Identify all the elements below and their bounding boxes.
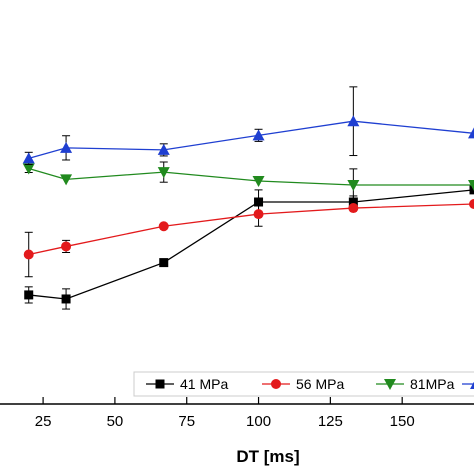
- data-point: [159, 258, 169, 268]
- data-point: [252, 129, 265, 141]
- data-point: [253, 209, 264, 220]
- x-tick-label: 125: [318, 413, 343, 430]
- data-point: [348, 203, 359, 214]
- legend-marker-0: [155, 379, 165, 389]
- series-layer: [22, 86, 474, 310]
- data-point: [157, 143, 170, 155]
- data-point: [469, 199, 474, 210]
- legend-label-0: 41 MPa: [180, 376, 228, 392]
- x-axis-title: DT [ms]: [236, 447, 299, 466]
- data-point: [23, 249, 34, 260]
- data-point: [469, 185, 474, 195]
- data-point: [61, 241, 72, 252]
- series-line-2: [28, 167, 474, 186]
- legend-marker-1: [271, 379, 281, 389]
- legend-label-2: 81MPa: [410, 376, 455, 392]
- series-2: [22, 161, 474, 202]
- data-point: [252, 175, 265, 187]
- series-line-1: [28, 203, 474, 256]
- x-ticks: 25 50 75 100 125 150: [35, 397, 415, 430]
- legend-frame: [133, 371, 474, 397]
- data-point: [347, 115, 360, 127]
- x-tick-label: 75: [178, 413, 195, 430]
- legend-marker-2: [384, 379, 396, 390]
- series-1: [23, 199, 474, 278]
- series-3: [22, 86, 474, 165]
- data-point: [158, 221, 169, 232]
- data-point: [24, 290, 34, 300]
- data-point: [348, 197, 358, 207]
- data-point: [468, 127, 474, 139]
- data-point: [22, 163, 35, 175]
- x-tick-label: 25: [35, 413, 52, 430]
- data-point: [157, 167, 170, 179]
- series-line-0: [28, 189, 474, 300]
- data-point: [347, 180, 360, 192]
- x-tick-label: 100: [246, 413, 271, 430]
- data-point: [60, 174, 73, 186]
- series-line-3: [28, 120, 474, 159]
- series-0: [24, 185, 474, 310]
- x-tick-label: 50: [107, 413, 124, 430]
- x-tick-label: 150: [390, 413, 415, 430]
- data-point: [60, 141, 73, 153]
- legend-label-1: 56 MPa: [296, 376, 344, 392]
- legend: 41 MPa 56 MPa 81MPa: [133, 371, 474, 397]
- legend-marker-3: [470, 381, 474, 389]
- data-point: [61, 294, 71, 304]
- data-point: [22, 152, 35, 164]
- data-point: [468, 180, 474, 192]
